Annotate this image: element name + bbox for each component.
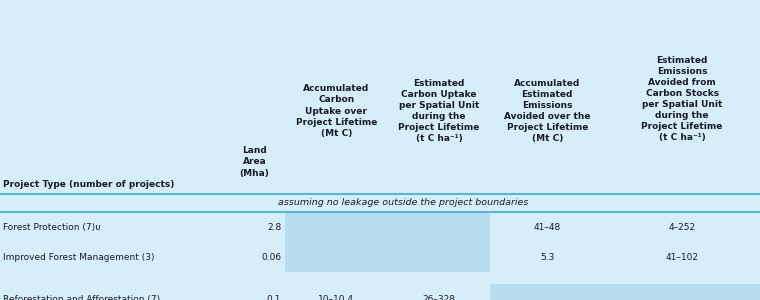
Text: 2.8: 2.8	[267, 223, 281, 232]
Bar	[388, 243, 490, 272]
Bar	[490, 284, 604, 300]
Text: 41–48: 41–48	[534, 223, 561, 232]
Bar	[388, 212, 490, 243]
Bar	[285, 243, 388, 272]
Text: Project Type (number of projects): Project Type (number of projects)	[3, 180, 174, 189]
Text: Estimated
Carbon Uptake
per Spatial Unit
during the
Project Lifetime
(t C ha⁻¹): Estimated Carbon Uptake per Spatial Unit…	[398, 79, 480, 143]
Text: Improved Forest Management (3): Improved Forest Management (3)	[3, 253, 154, 262]
Text: Estimated
Emissions
Avoided from
Carbon Stocks
per Spatial Unit
during the
Proje: Estimated Emissions Avoided from Carbon …	[641, 56, 723, 142]
Text: 0.06: 0.06	[261, 253, 281, 262]
Text: 10–10.4: 10–10.4	[318, 295, 354, 300]
Text: 4–252: 4–252	[669, 223, 695, 232]
Text: 26–328: 26–328	[423, 295, 455, 300]
Text: Accumulated
Estimated
Emissions
Avoided over the
Project Lifetime
(Mt C): Accumulated Estimated Emissions Avoided …	[504, 79, 591, 143]
Bar	[285, 212, 388, 243]
Text: Reforestation and Afforestation (7): Reforestation and Afforestation (7)	[3, 295, 160, 300]
Bar	[604, 284, 760, 300]
Text: Forest Protection (7)ᴜ: Forest Protection (7)ᴜ	[3, 223, 100, 232]
Text: assuming no leakage outside the project boundaries: assuming no leakage outside the project …	[277, 198, 528, 207]
Text: 41–102: 41–102	[666, 253, 698, 262]
Text: 5.3: 5.3	[540, 253, 554, 262]
Text: Accumulated
Carbon
Uptake over
Project Lifetime
(Mt C): Accumulated Carbon Uptake over Project L…	[296, 84, 377, 138]
Text: 0.1: 0.1	[267, 295, 281, 300]
Text: Land
Area
(Mha): Land Area (Mha)	[239, 146, 270, 178]
